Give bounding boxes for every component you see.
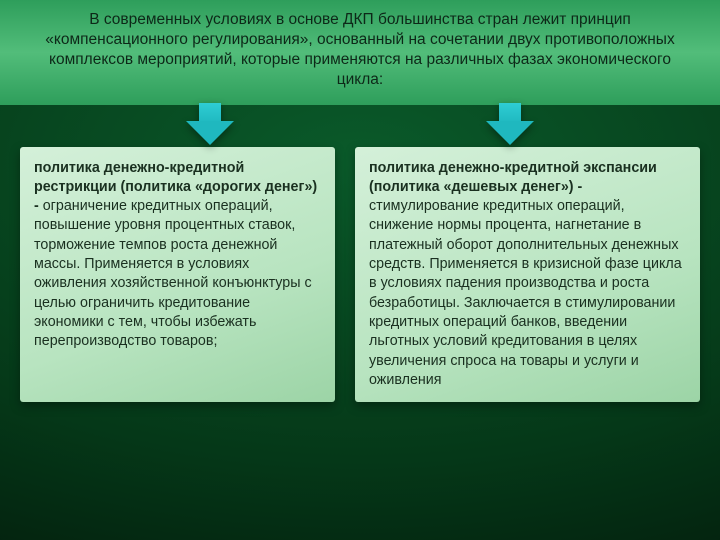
box-right-title: политика денежно-кредитной экспансии (по… xyxy=(369,160,657,195)
box-restriction: политика денежно-кредитной рестрикции (п… xyxy=(20,147,335,403)
slide: В современных условиях в основе ДКП боль… xyxy=(0,0,720,540)
arrows-row xyxy=(0,103,720,145)
arrow-left xyxy=(186,103,234,145)
arrow-head xyxy=(486,121,534,145)
header-band: В современных условиях в основе ДКП боль… xyxy=(0,0,720,105)
arrow-head xyxy=(186,121,234,145)
boxes-row: политика денежно-кредитной рестрикции (п… xyxy=(0,147,720,403)
box-expansion: политика денежно-кредитной экспансии (по… xyxy=(355,147,700,403)
arrow-right xyxy=(486,103,534,145)
arrow-stem xyxy=(499,103,521,123)
header-text: В современных условиях в основе ДКП боль… xyxy=(45,11,674,88)
arrow-stem xyxy=(199,103,221,123)
box-right-body: стимулирование кредитных операций, сниже… xyxy=(369,198,682,388)
box-left-body: ограничение кредитных операций, повышени… xyxy=(34,198,312,349)
